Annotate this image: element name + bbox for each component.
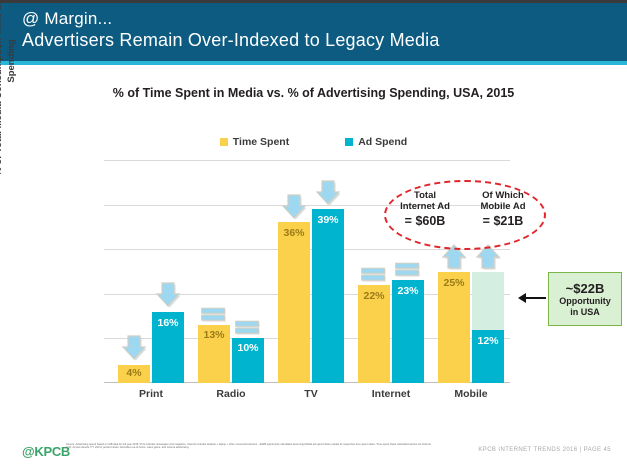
- legend-swatch-ad-spend: [345, 138, 354, 146]
- legend-label-time-spent: Time Spent: [232, 136, 290, 148]
- bar-group-radio: 13% 10% Radio: [198, 160, 264, 400]
- legend-item-time-spent: Time Spent: [219, 136, 290, 148]
- bar-label-internet-time-spent: 22%: [363, 289, 385, 302]
- x-category-radio: Radio: [216, 388, 246, 400]
- slide-footer: @KPCB Source: Advertising spend based on…: [0, 436, 627, 468]
- bar-group-mobile: 25% 12% Mobile: [438, 160, 504, 400]
- bar-tv-time-spent[interactable]: 36%: [278, 222, 310, 383]
- header-eyebrow: @ Margin...: [22, 9, 113, 28]
- bar-label-print-time-spent: 4%: [126, 367, 142, 380]
- equals-icon: [201, 307, 226, 322]
- bar-internet-ad-spend[interactable]: 23%: [392, 280, 424, 383]
- callout-column-total-internet: Total Internet Ad = $60B: [392, 190, 458, 228]
- bar-label-mobile-time-spent: 25%: [443, 276, 465, 289]
- bar-group-print: 4% 16% Print: [118, 160, 184, 400]
- chart-plot-area: 50% 40% 30% 20% 10% 0% 4% 16% Print 13% …: [104, 160, 510, 400]
- bar-internet-time-spent[interactable]: 22%: [358, 284, 390, 383]
- bar-tv-ad-spend[interactable]: 39%: [312, 209, 344, 383]
- page-marker: KPCB INTERNET TRENDS 2016 | PAGE 45: [478, 447, 611, 453]
- bar-label-radio-ad-spend: 10%: [237, 342, 259, 355]
- y-axis-title: % of Total Media Consumption Time or Adv…: [0, 0, 17, 176]
- kpcb-logo: @KPCB: [22, 444, 71, 459]
- gridline-50: [104, 160, 510, 161]
- header-title: Advertisers Remain Over-Indexed to Legac…: [22, 30, 440, 50]
- x-category-mobile: Mobile: [454, 388, 488, 400]
- down-arrow-icon: [315, 180, 341, 206]
- opportunity-amount: ~$22B: [565, 280, 605, 296]
- left-arrow-icon: [518, 293, 546, 303]
- bar-label-internet-ad-spend: 23%: [397, 285, 419, 298]
- down-arrow-icon: [281, 194, 307, 220]
- mobile-opportunity-gap: [472, 271, 504, 330]
- bar-group-internet: 22% 23% Internet: [358, 160, 424, 400]
- bar-mobile-ad-spend[interactable]: 12%: [472, 329, 504, 383]
- internet-ad-callout-text: Total Internet Ad = $60B Of Which Mobile…: [390, 190, 538, 228]
- slide-header: @ Margin... Advertisers Remain Over-Inde…: [0, 3, 627, 65]
- equals-icon: [395, 262, 420, 277]
- x-category-tv: TV: [304, 388, 318, 400]
- bar-mobile-time-spent[interactable]: 25%: [438, 271, 470, 383]
- source-note: Source: Advertising spend based on IAB d…: [66, 443, 431, 450]
- legend-label-ad-spend: Ad Spend: [358, 136, 408, 148]
- opportunity-line1: Opportunity: [559, 295, 611, 306]
- bar-print-time-spent[interactable]: 4%: [118, 365, 150, 383]
- callout-mobile-ad-line1: Of Which: [482, 190, 524, 201]
- bar-label-tv-ad-spend: 39%: [317, 214, 339, 226]
- down-arrow-icon: [155, 282, 181, 308]
- legend-item-ad-spend: Ad Spend: [345, 136, 407, 148]
- bar-radio-ad-spend[interactable]: 10%: [232, 338, 264, 383]
- bar-group-tv: 36% 39% TV: [278, 160, 344, 400]
- bar-label-tv-time-spent: 36%: [283, 227, 305, 240]
- callout-column-mobile-ad: Of Which Mobile Ad = $21B: [470, 190, 536, 228]
- x-category-internet: Internet: [371, 388, 411, 400]
- chart-title: % of Time Spent in Media vs. % of Advert…: [112, 86, 515, 100]
- bar-label-radio-time-spent: 13%: [203, 329, 225, 341]
- bar-label-mobile-ad-spend: 12%: [477, 334, 499, 347]
- bar-radio-time-spent[interactable]: 13%: [198, 325, 230, 383]
- callout-total-internet-line1: Total: [414, 190, 436, 201]
- equals-icon: [235, 320, 260, 335]
- callout-mobile-ad-value: = $21B: [482, 214, 524, 228]
- legend-swatch-time-spent: [219, 138, 228, 146]
- opportunity-callout-box: ~$22B Opportunity in USA: [548, 272, 622, 326]
- opportunity-line2: in USA: [570, 306, 600, 317]
- down-arrow-icon: [121, 335, 147, 361]
- callout-total-internet-value: = $60B: [404, 214, 446, 228]
- internet-ad-callout-ellipse: [384, 180, 546, 250]
- equals-icon: [361, 267, 386, 282]
- up-arrow-icon: [441, 244, 467, 270]
- callout-total-internet-line2: Internet Ad: [400, 201, 450, 212]
- bar-print-ad-spend[interactable]: 16%: [152, 311, 184, 383]
- up-arrow-icon: [475, 244, 501, 270]
- callout-mobile-ad-line2: Mobile Ad: [480, 201, 526, 212]
- header-accent-rule: [0, 61, 627, 65]
- window-top-edge: [0, 0, 627, 3]
- x-category-print: Print: [139, 388, 163, 400]
- gridline-40: [104, 204, 510, 206]
- bar-label-print-ad-spend: 16%: [157, 316, 179, 329]
- chart-legend: Time Spent Ad Spend: [0, 136, 627, 148]
